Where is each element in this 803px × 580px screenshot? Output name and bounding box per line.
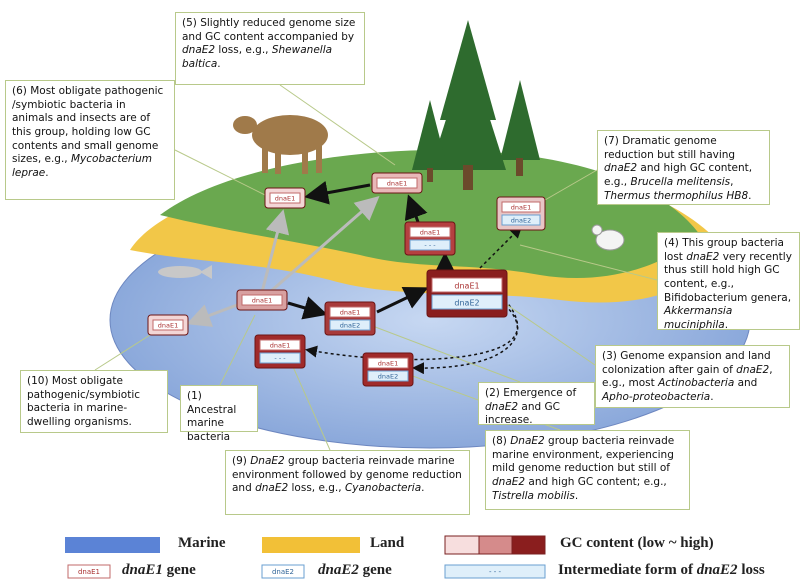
gene-box: dnaE1 bbox=[265, 188, 305, 208]
text-part: dnaE1 bbox=[122, 562, 163, 578]
legend-marine: Marine bbox=[178, 535, 225, 552]
callout: (3) Genome expansion and land colonizati… bbox=[595, 345, 790, 408]
gene-box-frame bbox=[427, 270, 507, 317]
text-part: (7) Dramatic genome reduction but still … bbox=[604, 135, 735, 161]
gene-label: - - - bbox=[274, 355, 286, 363]
text-part: . bbox=[748, 190, 751, 202]
callout: (5) Slightly reduced genome size and GC … bbox=[175, 12, 365, 85]
legend-marine-swatch bbox=[65, 537, 160, 553]
gene-box: dnaE1 bbox=[237, 290, 287, 310]
text-part: Intermediate form of bbox=[558, 562, 697, 578]
text-part: gene bbox=[359, 562, 392, 578]
text-part: gene bbox=[163, 562, 196, 578]
legend-land-swatch bbox=[262, 537, 360, 553]
text-part: . bbox=[217, 58, 220, 70]
text-part: (1) Ancestral marine bacteria bbox=[187, 390, 236, 443]
text-part: dnaE2 bbox=[318, 562, 359, 578]
gene-label: dnaE2 bbox=[454, 299, 479, 308]
legend-dnae2-box-label: dnaE2 bbox=[272, 568, 294, 576]
gene-box: dnaE1 dnaE2 bbox=[325, 302, 375, 335]
callout: (8) DnaE2 group bacteria reinvade marine… bbox=[485, 430, 690, 510]
text-part: DnaE2 bbox=[510, 435, 545, 447]
gene-box: dnaE1 - - - bbox=[255, 335, 305, 368]
gene-label: dnaE2 bbox=[340, 322, 360, 330]
gene-label: dnaE1 bbox=[340, 309, 360, 317]
gene-box: dnaE1 bbox=[372, 173, 422, 193]
legend-dnae1-gene: dnaE1 gene bbox=[122, 562, 196, 579]
text-part: . bbox=[421, 482, 424, 494]
text-part: Thermus thermophilus HB8 bbox=[604, 190, 748, 202]
text-part: dnaE2 bbox=[182, 44, 215, 56]
text-part: loss bbox=[738, 562, 765, 578]
text-part: and high GC content; e.g., bbox=[525, 476, 667, 488]
gene-label: dnaE1 bbox=[511, 204, 531, 212]
text-part: (5) Slightly reduced genome size and GC … bbox=[182, 17, 355, 43]
text-part: dnaE2 bbox=[485, 401, 518, 413]
gene-box: dnaE1 bbox=[148, 315, 188, 335]
callout: (6) Most obligate pathogenic /symbiotic … bbox=[5, 80, 175, 200]
text-part: DnaE2 bbox=[250, 455, 285, 467]
gene-box: dnaE1 dnaE2 bbox=[427, 270, 507, 317]
text-part: loss, e.g., bbox=[288, 482, 345, 494]
gene-box: dnaE1 dnaE2 bbox=[497, 197, 545, 230]
text-part: Tistrella mobilis bbox=[492, 490, 575, 502]
text-part: dnaE2 bbox=[736, 364, 769, 376]
text-part: , bbox=[730, 176, 733, 188]
text-part: (2) Emergence of bbox=[485, 387, 576, 399]
text-part: . bbox=[710, 391, 713, 403]
text-part: Brucella melitensis bbox=[630, 176, 730, 188]
text-part: loss, e.g., bbox=[215, 44, 272, 56]
text-part: . bbox=[45, 167, 48, 179]
text-part: Cyanobacteria bbox=[345, 482, 421, 494]
text-part: dnaE2 bbox=[686, 251, 719, 263]
page: dnaE1 dnaE2 - - - dnaE1dnaE1dnaE1dnaE2dn… bbox=[0, 0, 803, 580]
legend-gc-content: GC content (low ~ high) bbox=[560, 535, 714, 552]
gene-label: dnaE1 bbox=[158, 322, 178, 330]
gene-label: dnaE1 bbox=[378, 360, 398, 368]
gene-label: dnaE2 bbox=[511, 217, 531, 225]
text-part: . bbox=[725, 319, 728, 331]
gene-label: dnaE1 bbox=[252, 297, 272, 305]
gene-label: - - - bbox=[424, 242, 436, 250]
callout: (1) Ancestral marine bacteria bbox=[180, 385, 258, 432]
text-part: (8) bbox=[492, 435, 510, 447]
text-part: Apho-proteobacteria bbox=[602, 391, 710, 403]
callout: (4) This group bacteria lost dnaE2 very … bbox=[657, 232, 800, 330]
gene-label: dnaE1 bbox=[387, 180, 407, 188]
callout: (10) Most obligate pathogenic/symbiotic … bbox=[20, 370, 168, 433]
gene-label: dnaE1 bbox=[454, 282, 479, 291]
legend-dnae2-gene: dnaE2 gene bbox=[318, 562, 392, 579]
text-part: dnaE2 bbox=[255, 482, 288, 494]
text-part: Actinobacteria bbox=[658, 377, 734, 389]
text-part: dnaE2 bbox=[697, 562, 738, 578]
text-part: . bbox=[575, 490, 578, 502]
gene-label: dnaE2 bbox=[378, 373, 398, 381]
legend-land: Land bbox=[370, 535, 404, 552]
callout: (9) DnaE2 group bacteria reinvade marine… bbox=[225, 450, 470, 515]
text-part: and bbox=[734, 377, 757, 389]
text-part: dnaE2 bbox=[604, 162, 637, 174]
gene-box: dnaE1 dnaE2 bbox=[363, 353, 413, 386]
gene-label: dnaE1 bbox=[420, 229, 440, 237]
text-part: (9) bbox=[232, 455, 250, 467]
callout: (7) Dramatic genome reduction but still … bbox=[597, 130, 770, 205]
legend-dnae1-box-label: dnaE1 bbox=[78, 568, 100, 576]
trees bbox=[412, 20, 540, 190]
legend-intermediate-box-label: - - - bbox=[489, 568, 502, 576]
text-part: dnaE2 bbox=[492, 476, 525, 488]
legend-gc-swatches bbox=[445, 536, 545, 554]
legend-intermediate: Intermediate form of dnaE2 loss bbox=[558, 562, 765, 579]
callout: (2) Emergence of dnaE2 and GC increase. bbox=[478, 382, 595, 425]
gene-label: dnaE1 bbox=[275, 195, 295, 203]
gene-label: dnaE1 bbox=[270, 342, 290, 350]
text-part: Akkermansia muciniphila bbox=[664, 305, 732, 331]
text-part: (10) Most obligate pathogenic/symbiotic … bbox=[27, 375, 140, 428]
gene-box: dnaE1 - - - bbox=[405, 222, 455, 255]
